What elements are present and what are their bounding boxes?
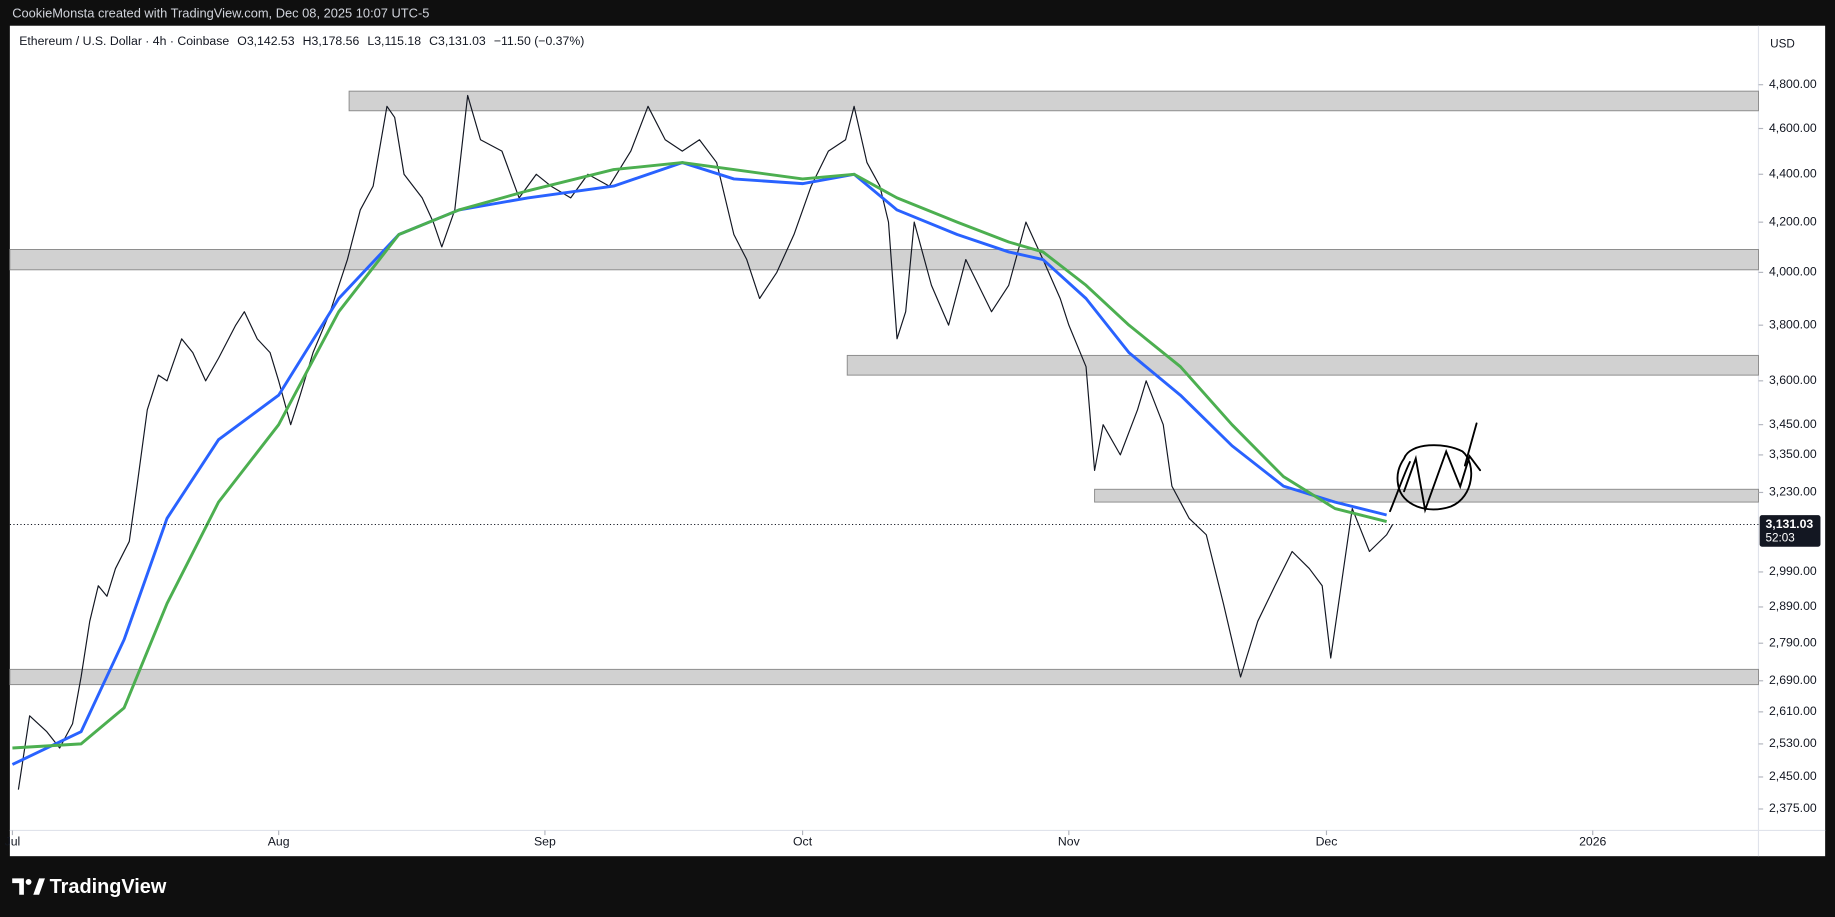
symbol-legend: Ethereum / U.S. Dollar · 4h · Coinbase O… (19, 34, 584, 48)
zone (1094, 488, 1759, 503)
y-tick-label: 4,000.00 (1769, 265, 1817, 279)
logo-mark (12, 878, 24, 895)
drawn-line (1389, 461, 1411, 513)
chart-panel (9, 25, 1826, 857)
price-line (12, 161, 1388, 750)
zone (846, 354, 1759, 376)
last-price-label: 3,131.03 (1765, 517, 1813, 531)
y-tick-label: 2,790.00 (1769, 635, 1817, 649)
y-tick-label: 3,230.00 (1769, 485, 1817, 499)
zone (9, 249, 1759, 271)
change: −11.50 (−0.37%) (494, 34, 584, 48)
hand-drawing (1389, 422, 1482, 514)
y-tick-label: 2,990.00 (1769, 564, 1817, 578)
drawn-zigzag (1403, 448, 1482, 514)
y-tick-label: 4,200.00 (1769, 214, 1817, 228)
logo-mark (25, 878, 32, 885)
ohlc: C3,131.03 (429, 34, 486, 48)
x-tick-label: Dec (1316, 834, 1338, 848)
x-tick-label: 2026 (1579, 834, 1606, 848)
y-tick-label: 3,800.00 (1769, 317, 1817, 331)
credit: CookieMonsta created with TradingView.co… (12, 5, 429, 20)
x-tick-label: Sep (534, 834, 556, 848)
y-tick-label: 3,450.00 (1769, 417, 1817, 431)
ohlc: O3,142.53 (237, 34, 294, 48)
x-tick-label: Jul (5, 834, 21, 848)
y-tick-label: 4,600.00 (1769, 121, 1817, 135)
ohlc: H3,178.56 (303, 34, 360, 48)
price-line (17, 94, 1394, 790)
price-line (11, 161, 1387, 766)
drawn-circle (1396, 444, 1473, 511)
zone (9, 668, 1759, 686)
y-tick-label: 2,450.00 (1769, 769, 1817, 783)
drawn-arrow (1463, 422, 1478, 467)
zone (348, 90, 1759, 112)
brand: TradingView (50, 876, 167, 898)
countdown: 52:03 (1765, 532, 1794, 545)
x-tick-label: Oct (793, 834, 813, 848)
y-tick-label: 2,890.00 (1769, 599, 1817, 613)
symbol: Ethereum / U.S. Dollar · 4h · Coinbase (19, 34, 229, 48)
y-tick-label: 2,530.00 (1769, 736, 1817, 750)
last-price-box (1759, 515, 1821, 547)
currency: USD (1770, 38, 1795, 51)
brand-logo (12, 878, 45, 895)
y-tick-label: 4,800.00 (1769, 77, 1817, 91)
x-tick-label: Aug (268, 834, 290, 848)
y-tick-label: 3,600.00 (1769, 373, 1817, 387)
x-tick-label: Nov (1058, 834, 1081, 848)
y-tick-label: 2,610.00 (1769, 704, 1817, 718)
ohlc: L3,115.18 (367, 34, 421, 48)
plot: 4,800.00 4,600.00 4,400.00 4,200.00 4,000.00… (5, 77, 1821, 848)
logo-mark (33, 878, 45, 895)
y-tick-label: 2,690.00 (1769, 673, 1817, 687)
y-tick-label: 2,375.00 (1769, 801, 1817, 815)
y-tick-label: 4,400.00 (1769, 167, 1817, 181)
y-tick-label: 3,350.00 (1769, 447, 1817, 461)
